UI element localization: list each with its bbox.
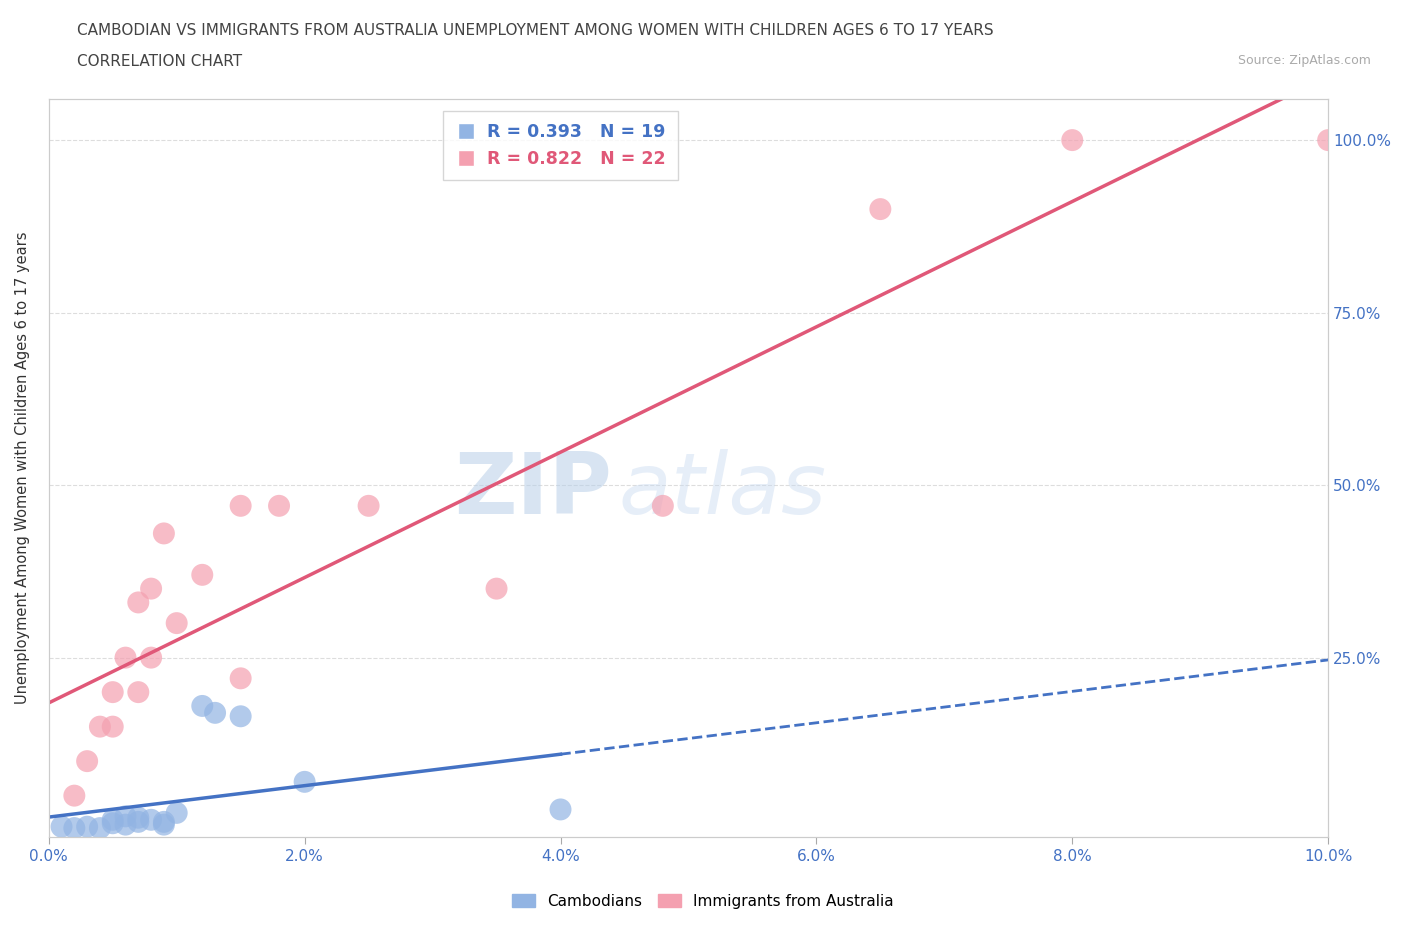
- Text: CORRELATION CHART: CORRELATION CHART: [77, 54, 242, 69]
- Legend: R = 0.393   N = 19, R = 0.822   N = 22: R = 0.393 N = 19, R = 0.822 N = 22: [443, 111, 678, 180]
- Point: [651, 498, 673, 513]
- Point: [63, 820, 86, 835]
- Point: [89, 820, 111, 835]
- Point: [114, 809, 136, 824]
- Point: [294, 775, 316, 790]
- Point: [1062, 133, 1084, 148]
- Point: [139, 812, 162, 827]
- Point: [267, 498, 290, 513]
- Point: [63, 789, 86, 804]
- Point: [127, 815, 149, 830]
- Point: [191, 567, 214, 582]
- Point: [153, 817, 176, 832]
- Point: [485, 581, 508, 596]
- Point: [114, 817, 136, 832]
- Point: [101, 719, 124, 734]
- Text: Source: ZipAtlas.com: Source: ZipAtlas.com: [1237, 54, 1371, 67]
- Text: CAMBODIAN VS IMMIGRANTS FROM AUSTRALIA UNEMPLOYMENT AMONG WOMEN WITH CHILDREN AG: CAMBODIAN VS IMMIGRANTS FROM AUSTRALIA U…: [77, 23, 994, 38]
- Point: [101, 816, 124, 830]
- Point: [139, 650, 162, 665]
- Point: [166, 616, 188, 631]
- Point: [229, 671, 252, 685]
- Point: [191, 698, 214, 713]
- Point: [114, 650, 136, 665]
- Point: [101, 684, 124, 699]
- Point: [127, 810, 149, 825]
- Point: [51, 819, 73, 834]
- Point: [153, 815, 176, 830]
- Point: [76, 753, 98, 768]
- Point: [139, 581, 162, 596]
- Point: [89, 719, 111, 734]
- Point: [101, 812, 124, 827]
- Point: [550, 802, 572, 817]
- Point: [229, 498, 252, 513]
- Point: [204, 705, 226, 720]
- Legend: Cambodians, Immigrants from Australia: Cambodians, Immigrants from Australia: [506, 887, 900, 915]
- Point: [153, 526, 176, 541]
- Point: [166, 805, 188, 820]
- Y-axis label: Unemployment Among Women with Children Ages 6 to 17 years: Unemployment Among Women with Children A…: [15, 232, 30, 704]
- Point: [229, 709, 252, 724]
- Text: atlas: atlas: [619, 448, 827, 532]
- Point: [76, 819, 98, 834]
- Point: [127, 684, 149, 699]
- Text: ZIP: ZIP: [454, 448, 612, 532]
- Point: [1317, 133, 1340, 148]
- Point: [869, 202, 891, 217]
- Point: [357, 498, 380, 513]
- Point: [127, 595, 149, 610]
